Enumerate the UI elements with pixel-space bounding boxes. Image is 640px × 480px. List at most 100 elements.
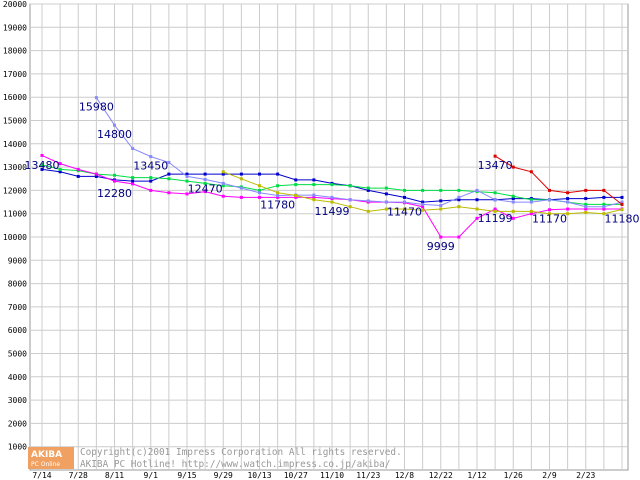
data-label: 11470 [387,206,422,219]
data-point [94,172,98,176]
x-tick-label: 1/12 [467,471,486,480]
copyright-line-2: AKIBA PC Hotline! http://www.watch.impre… [80,459,390,470]
data-point [584,188,588,192]
data-point [221,184,225,188]
data-point [312,183,316,187]
y-tick-label: 1000 [8,443,27,452]
x-tick-label: 9/1 [144,471,159,480]
data-point [131,146,135,150]
data-point [76,174,80,178]
data-point [276,195,280,199]
data-point [529,198,533,202]
x-tick-label: 8/11 [105,471,124,480]
data-point [276,184,280,188]
data-point [584,202,588,206]
y-tick-label: 16000 [3,93,27,102]
data-point [384,207,388,211]
data-point [403,207,406,211]
y-tick-label: 3000 [8,396,27,405]
data-point [185,174,189,178]
data-point [330,183,334,187]
y-tick-label: 11000 [3,210,27,219]
data-point [239,186,243,190]
data-point [258,172,261,176]
data-point [203,190,207,194]
data-label: 11170 [532,213,567,226]
data-point [348,184,352,188]
data-point [529,212,533,216]
y-tick-label: 12000 [3,186,27,195]
data-point [493,207,497,211]
y-tick-label: 15000 [3,117,27,126]
x-tick-label: 10/13 [247,471,271,480]
data-label: 11499 [315,205,350,218]
data-point [221,181,225,185]
y-tick-label: 9000 [8,256,27,265]
x-tick-label: 2/23 [576,471,595,480]
data-point [475,216,479,220]
data-point [475,198,479,202]
data-point [511,216,515,220]
data-point [620,202,624,206]
data-point [221,194,225,198]
data-point [149,188,153,192]
data-point [203,177,207,181]
data-point [529,209,533,213]
data-point [602,202,606,206]
data-point [511,194,515,198]
data-point [167,191,171,195]
y-tick-label: 8000 [8,280,27,289]
data-point [131,176,135,180]
grid [29,3,629,471]
data-point [493,209,497,213]
data-point [276,172,280,176]
logo-box [28,447,74,469]
data-point [457,188,461,192]
data-point [221,170,225,174]
data-point [566,200,570,204]
data-point [131,179,135,183]
data-point [366,209,370,213]
data-point [239,172,243,176]
data-point [366,188,370,192]
data-point [185,192,189,196]
data-label: 11780 [260,199,295,212]
data-point [149,179,153,183]
data-point [167,172,171,176]
x-tick-label: 12/8 [395,471,414,480]
data-point [403,195,406,199]
x-axis-ticks: 7/14 7/28 8/11 9/1 9/15 9/29 10/13 10/27 11/10 11… [32,471,595,480]
data-label: 13470 [478,159,513,172]
data-point [457,235,461,239]
data-point [548,198,551,202]
data-point [475,207,479,211]
x-tick-label: 9/15 [177,471,196,480]
data-point [167,160,171,164]
x-tick-label: 11/10 [320,471,344,480]
data-point [312,178,316,182]
data-point [421,202,425,206]
data-point [94,96,98,100]
copyright-line-1: Copyright(c)2001 Impress Corporation All… [80,447,402,458]
data-labels: 13480 15980 14800 13450 12280 12470 11780 11499… [25,101,640,253]
data-point [548,188,551,192]
data-point [602,205,606,209]
data-point [203,181,207,185]
data-point [366,199,370,203]
data-point [548,212,551,216]
data-point [221,172,225,176]
data-label: 9999 [427,240,455,253]
data-point [421,188,425,192]
data-point [239,177,243,181]
data-point [421,205,425,209]
data-point [620,195,624,199]
data-point [421,200,425,204]
data-point [584,211,588,215]
x-tick-label: 7/14 [32,471,51,480]
y-tick-label: 17000 [3,70,27,79]
y-tick-label: 6000 [8,326,27,335]
data-point [439,235,443,239]
data-point [185,179,189,183]
akiba-logo: AKIBA PC Online [28,447,74,469]
